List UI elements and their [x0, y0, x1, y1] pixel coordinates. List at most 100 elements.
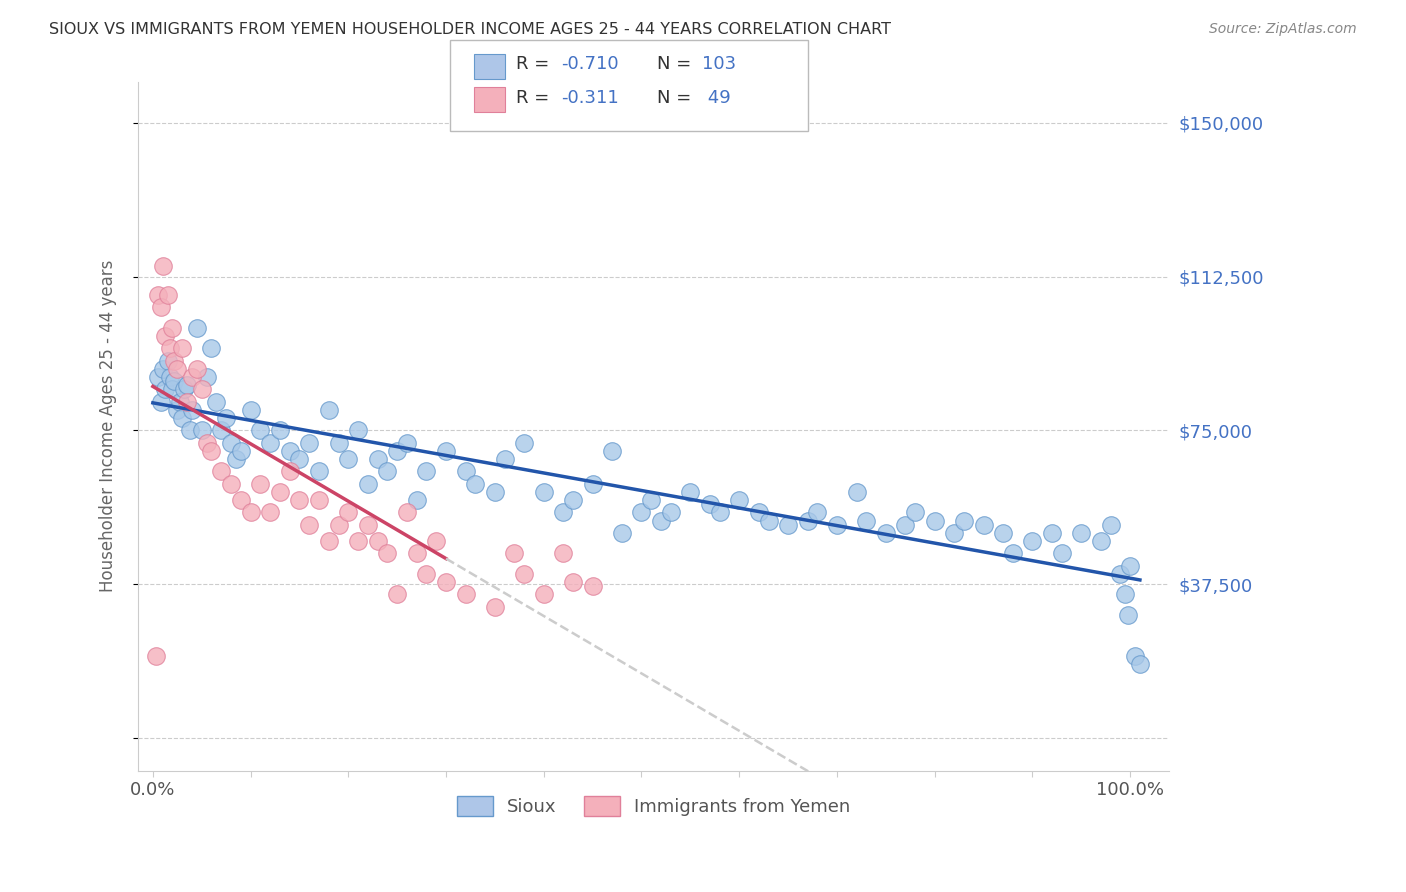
Point — [152, 362, 174, 376]
Point — [845, 484, 868, 499]
Point — [186, 362, 208, 376]
Point — [825, 517, 848, 532]
Point — [778, 517, 800, 532]
Point — [209, 464, 232, 478]
Point — [1119, 558, 1142, 573]
Point — [298, 435, 321, 450]
Text: SIOUX VS IMMIGRANTS FROM YEMEN HOUSEHOLDER INCOME AGES 25 - 44 YEARS CORRELATION: SIOUX VS IMMIGRANTS FROM YEMEN HOUSEHOLD… — [49, 22, 891, 37]
Point — [503, 546, 526, 560]
Legend: Sioux, Immigrants from Yemen: Sioux, Immigrants from Yemen — [450, 789, 858, 823]
Point — [149, 301, 172, 315]
Point — [405, 546, 427, 560]
Point — [357, 517, 380, 532]
Point — [225, 452, 247, 467]
Point — [357, 476, 380, 491]
Point — [1129, 657, 1152, 671]
Point — [259, 505, 281, 519]
Point — [347, 534, 370, 549]
Point — [278, 464, 301, 478]
Point — [855, 514, 877, 528]
Point — [924, 514, 946, 528]
Point — [1090, 534, 1112, 549]
Point — [1114, 587, 1136, 601]
Point — [553, 546, 575, 560]
Point — [415, 464, 437, 478]
Point — [484, 599, 506, 614]
Point — [249, 424, 271, 438]
Point — [553, 505, 575, 519]
Point — [229, 443, 252, 458]
Point — [186, 321, 208, 335]
Point — [249, 476, 271, 491]
Point — [434, 575, 457, 590]
Point — [337, 505, 360, 519]
Point — [219, 435, 242, 450]
Point — [610, 525, 633, 540]
Point — [269, 484, 291, 499]
Point — [385, 443, 408, 458]
Point — [159, 342, 181, 356]
Point — [308, 493, 330, 508]
Point — [582, 579, 605, 593]
Point — [953, 514, 976, 528]
Point — [973, 517, 995, 532]
Point — [159, 370, 181, 384]
Point — [630, 505, 652, 519]
Point — [169, 394, 191, 409]
Point — [162, 321, 184, 335]
Point — [173, 383, 195, 397]
Point — [162, 383, 184, 397]
Text: -0.311: -0.311 — [561, 89, 619, 107]
Point — [806, 505, 828, 519]
Point — [748, 505, 770, 519]
Point — [259, 435, 281, 450]
Point — [943, 525, 966, 540]
Point — [195, 370, 218, 384]
Point — [562, 493, 585, 508]
Y-axis label: Householder Income Ages 25 - 44 years: Householder Income Ages 25 - 44 years — [100, 260, 117, 592]
Point — [709, 505, 731, 519]
Point — [1116, 607, 1139, 622]
Point — [425, 534, 447, 549]
Point — [156, 353, 179, 368]
Point — [239, 505, 262, 519]
Text: 103: 103 — [702, 55, 735, 73]
Point — [875, 525, 897, 540]
Point — [288, 493, 311, 508]
Point — [337, 452, 360, 467]
Point — [991, 525, 1014, 540]
Point — [146, 370, 169, 384]
Point — [659, 505, 682, 519]
Point — [796, 514, 818, 528]
Point — [278, 443, 301, 458]
Point — [650, 514, 672, 528]
Point — [318, 534, 340, 549]
Point — [166, 403, 188, 417]
Point — [181, 403, 204, 417]
Point — [562, 575, 585, 590]
Point — [149, 394, 172, 409]
Point — [145, 648, 167, 663]
Point — [156, 288, 179, 302]
Point — [415, 566, 437, 581]
Point — [1099, 517, 1122, 532]
Point — [533, 484, 555, 499]
Point — [1001, 546, 1024, 560]
Point — [367, 452, 389, 467]
Point — [894, 517, 917, 532]
Point — [1021, 534, 1043, 549]
Point — [153, 383, 176, 397]
Point — [513, 566, 536, 581]
Point — [229, 493, 252, 508]
Point — [699, 497, 721, 511]
Point — [454, 464, 477, 478]
Point — [434, 443, 457, 458]
Text: 49: 49 — [702, 89, 730, 107]
Point — [172, 411, 194, 425]
Point — [513, 435, 536, 450]
Point — [758, 514, 780, 528]
Point — [176, 378, 198, 392]
Point — [190, 383, 212, 397]
Point — [904, 505, 927, 519]
Point — [209, 424, 232, 438]
